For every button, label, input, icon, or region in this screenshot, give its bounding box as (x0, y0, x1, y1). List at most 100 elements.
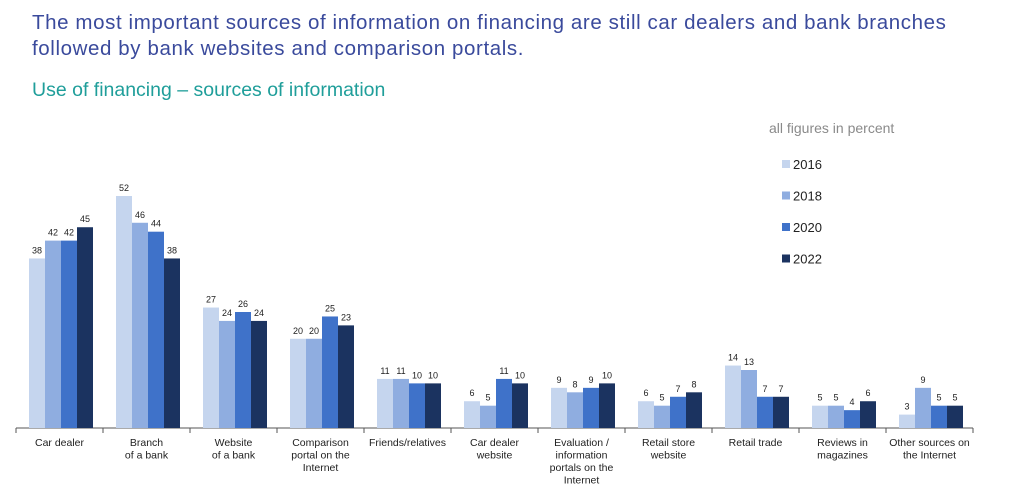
bar-2022 (947, 405, 963, 428)
bar-2020 (583, 387, 599, 428)
legend-swatch-2018 (782, 191, 790, 200)
category-label-line: Internet (303, 462, 339, 474)
category-label: Friends/relatives (369, 437, 446, 449)
category-label-line: website (476, 450, 513, 462)
category-label: Car dealer (35, 437, 85, 449)
bar-2022 (338, 325, 354, 428)
data-label: 9 (556, 375, 561, 385)
category-label-line: of a bank (125, 450, 169, 462)
bar-2020 (757, 396, 773, 428)
data-label: 38 (167, 245, 177, 255)
bar-2020 (322, 316, 338, 428)
data-label: 46 (135, 210, 145, 220)
bar-2016 (116, 196, 132, 428)
category-label: Comparison portal on the Internet (291, 437, 350, 474)
data-label: 6 (469, 388, 474, 398)
legend-label: 2020 (793, 220, 822, 235)
bar-2016 (899, 414, 915, 428)
category-label: Reviews in magazines (817, 437, 868, 462)
data-label: 10 (428, 370, 438, 380)
data-label: 52 (119, 183, 129, 193)
bar-2022 (860, 401, 876, 428)
data-label: 20 (309, 326, 319, 336)
data-label: 8 (691, 379, 696, 389)
data-label: 6 (643, 388, 648, 398)
legend-label: 2016 (793, 157, 822, 172)
data-label: 11 (396, 366, 405, 376)
bar-2022 (164, 258, 180, 428)
bar-2022 (599, 383, 615, 428)
data-label: 7 (762, 384, 767, 394)
category-label-line: Branch (130, 437, 163, 449)
bar-2018 (45, 240, 61, 428)
bar-2016 (290, 338, 306, 428)
legend-label: 2018 (793, 189, 822, 204)
category-label: Branch of a bank (125, 437, 169, 462)
data-label: 10 (515, 370, 525, 380)
data-label: 5 (833, 393, 838, 403)
units-note: all figures in percent (769, 120, 895, 136)
category-label-line: website (650, 450, 687, 462)
bar-2020 (496, 378, 512, 428)
bar-2016 (812, 405, 828, 428)
data-label: 6 (865, 388, 870, 398)
data-label: 26 (238, 299, 248, 309)
data-label: 7 (778, 384, 783, 394)
category-label-line: Internet (564, 475, 600, 487)
data-label: 42 (64, 228, 74, 238)
bar-2018 (393, 378, 409, 428)
category-label: Retail trade (729, 437, 783, 449)
bar-2018 (915, 387, 931, 428)
category-label-line: Friends/relatives (369, 437, 446, 449)
category-label: Evaluation / information portals on the Int… (550, 437, 614, 487)
category-label-line: portals on the (550, 462, 614, 474)
data-label: 11 (499, 366, 508, 376)
category-label: Car dealer website (470, 437, 520, 462)
category-label-line: information (556, 450, 608, 462)
data-label: 7 (675, 384, 680, 394)
data-label: 9 (588, 375, 593, 385)
category-label: Website of a bank (212, 437, 256, 462)
data-label: 13 (744, 357, 754, 367)
bar-2016 (377, 378, 393, 428)
category-label-line: portal on the (291, 450, 350, 462)
category-label-line: Retail trade (729, 437, 783, 449)
bar-2022 (251, 320, 267, 428)
bar-2018 (567, 392, 583, 428)
bar-2020 (61, 240, 77, 428)
bar-2018 (828, 405, 844, 428)
data-label: 9 (920, 375, 925, 385)
data-label: 10 (412, 370, 422, 380)
data-label: 42 (48, 228, 58, 238)
category-label-line: of a bank (212, 450, 256, 462)
legend-swatch-2020 (782, 223, 790, 231)
category-label: Other sources on the Internet (889, 437, 970, 462)
bar-2016 (551, 387, 567, 428)
bar-2016 (638, 401, 654, 428)
bar-2018 (219, 320, 235, 428)
data-label: 4 (849, 397, 854, 407)
bar-2020 (409, 383, 425, 428)
data-label: 3 (904, 402, 909, 412)
data-label: 24 (254, 308, 264, 318)
category-label-line: Retail store (642, 437, 695, 449)
category-label-line: Evaluation / (554, 437, 609, 449)
category-label-line: Other sources on (889, 437, 970, 449)
bar-2020 (844, 410, 860, 428)
data-label: 14 (728, 353, 738, 363)
legend-label: 2022 (793, 252, 822, 267)
bar-2020 (670, 396, 686, 428)
bar-2022 (425, 383, 441, 428)
data-label: 5 (952, 393, 957, 403)
bar-2016 (203, 307, 219, 428)
bar-2020 (148, 231, 164, 428)
bar-2022 (773, 396, 789, 428)
chart-subtitle: Use of financing – sources of informatio… (32, 79, 386, 101)
data-label: 27 (206, 295, 216, 305)
bar-2022 (686, 392, 702, 428)
data-label: 5 (817, 393, 822, 403)
category-label: Retail store website (642, 437, 695, 462)
data-label: 5 (659, 393, 664, 403)
data-label: 10 (602, 370, 612, 380)
